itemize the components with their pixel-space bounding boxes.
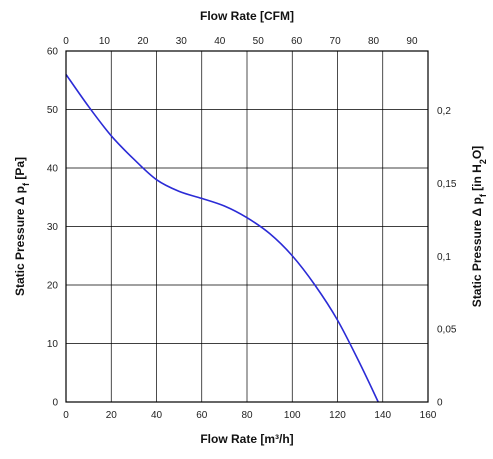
x-tick-label: 120 (329, 410, 346, 421)
y-tick-label: 30 (47, 222, 59, 233)
y-tick-label: 20 (47, 281, 59, 292)
y2-tick-label: 0,1 (437, 252, 451, 263)
x2-axis-title: Flow Rate [CFM] (200, 9, 294, 23)
y2-title-main: Static Pressure Δ p (470, 197, 484, 307)
y2-axis-title: Static Pressure Δ pf [in H2O] (470, 146, 488, 307)
x-tick-label: 100 (284, 410, 301, 421)
x-tick-label: 20 (106, 410, 118, 421)
x-tick-label: 140 (374, 410, 391, 421)
pressure-flow-curve (65, 73, 379, 403)
x2-tick-label: 90 (406, 36, 418, 47)
x2-tick-label: 10 (99, 36, 111, 47)
x-tick-label: 60 (196, 410, 208, 421)
x-tick-label: 160 (420, 410, 437, 421)
y-tick-label: 0 (52, 398, 58, 409)
x2-tick-label: 80 (368, 36, 380, 47)
y2-title-unit-pre: [in H (470, 164, 484, 194)
y2-title-unit-sub: 2 (478, 159, 488, 164)
y2-title-unit-post: O] (470, 146, 484, 159)
x-tick-label: 0 (63, 410, 69, 421)
y-tick-label: 60 (47, 47, 59, 58)
x2-tick-label: 0 (63, 36, 69, 47)
y2-title-sub: f (478, 193, 488, 197)
x2-tick-label: 40 (214, 36, 226, 47)
x-tick-label: 80 (241, 410, 253, 421)
y-tick-label: 10 (47, 339, 59, 350)
x2-tick-label: 20 (137, 36, 149, 47)
y-title-unit: [Pa] (13, 157, 27, 183)
y2-tick-label: 0,2 (437, 106, 451, 117)
x2-tick-label: 60 (291, 36, 303, 47)
y-tick-label: 40 (47, 164, 59, 175)
y2-tick-label: 0,15 (437, 179, 457, 190)
y-axis-title: Static Pressure Δ pf [Pa] (13, 157, 31, 296)
x-axis-title: Flow Rate [m³/h] (200, 432, 293, 446)
x2-tick-label: 50 (253, 36, 265, 47)
x2-tick-label: 30 (176, 36, 188, 47)
x-tick-label: 40 (151, 410, 163, 421)
y-title-sub: f (21, 182, 31, 186)
y-tick-label: 50 (47, 105, 59, 116)
grid-layer (66, 51, 428, 402)
plot-frame (65, 50, 429, 403)
y-title-main: Static Pressure Δ p (13, 186, 27, 296)
x2-tick-label: 70 (330, 36, 342, 47)
y2-tick-label: 0,05 (437, 325, 457, 336)
y2-tick-label: 0 (437, 398, 443, 409)
